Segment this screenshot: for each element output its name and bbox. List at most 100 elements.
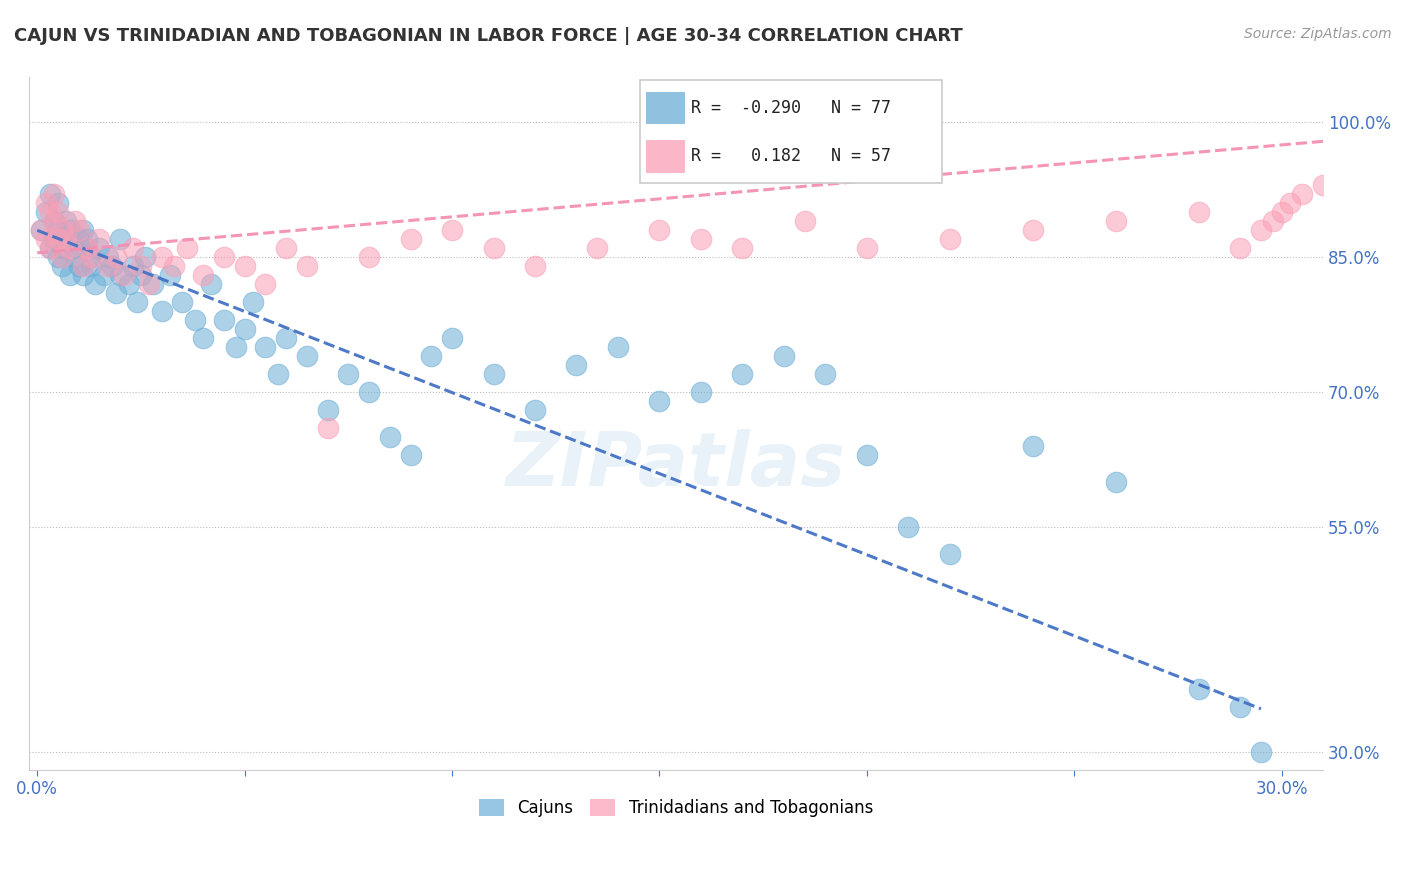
Point — [254, 277, 277, 292]
Point — [93, 268, 115, 283]
Point — [34, 232, 56, 246]
Point — [34, 205, 56, 219]
Text: ZIPatlas: ZIPatlas — [506, 429, 846, 502]
Point — [939, 232, 962, 246]
Point — [1022, 223, 1045, 237]
Point — [1188, 681, 1211, 696]
Point — [690, 232, 713, 246]
Point — [30, 223, 52, 237]
Point — [125, 295, 148, 310]
Point — [108, 232, 131, 246]
Point — [159, 268, 181, 283]
Point — [1105, 475, 1128, 490]
Point — [378, 430, 401, 444]
Point — [565, 358, 588, 372]
Point — [295, 260, 318, 274]
Point — [51, 260, 73, 274]
Point — [80, 250, 103, 264]
Point — [399, 232, 422, 246]
Point — [441, 331, 464, 345]
Point — [1105, 214, 1128, 228]
Point — [193, 268, 215, 283]
Point — [63, 250, 86, 264]
Legend: Cajuns, Trinidadians and Tobagonians: Cajuns, Trinidadians and Tobagonians — [472, 792, 880, 824]
Point — [42, 232, 65, 246]
Point — [225, 340, 247, 354]
Point — [814, 368, 837, 382]
Point — [129, 260, 152, 274]
FancyBboxPatch shape — [640, 80, 942, 183]
Point — [59, 241, 82, 255]
Point — [101, 260, 124, 274]
Bar — [645, 140, 685, 173]
Point — [67, 260, 90, 274]
Point — [1229, 241, 1251, 255]
Point — [316, 421, 339, 435]
Point — [76, 232, 98, 246]
Point — [690, 385, 713, 400]
Point — [117, 277, 139, 292]
Point — [97, 260, 120, 274]
Point — [897, 520, 920, 534]
Point — [59, 223, 82, 237]
Point — [1291, 187, 1313, 202]
Point — [84, 277, 107, 292]
Point — [482, 368, 505, 382]
Point — [72, 223, 94, 237]
Point — [337, 368, 360, 382]
Point — [193, 331, 215, 345]
Point — [55, 232, 77, 246]
Point — [150, 250, 173, 264]
Point — [1271, 205, 1294, 219]
Point — [524, 260, 547, 274]
Point — [42, 187, 65, 202]
Point — [67, 232, 90, 246]
Point — [731, 241, 754, 255]
Point — [105, 250, 128, 264]
Point — [441, 223, 464, 237]
Point — [856, 241, 879, 255]
Point — [1229, 700, 1251, 714]
Point — [67, 223, 90, 237]
Point — [55, 214, 77, 228]
Point — [212, 250, 235, 264]
Point — [793, 214, 815, 228]
Point — [420, 349, 443, 363]
Text: Source: ZipAtlas.com: Source: ZipAtlas.com — [1244, 27, 1392, 41]
Point — [42, 214, 65, 228]
Point — [586, 241, 609, 255]
Point — [295, 349, 318, 363]
Point — [399, 448, 422, 462]
Point — [30, 223, 52, 237]
Point — [51, 223, 73, 237]
Point — [63, 241, 86, 255]
Point — [142, 277, 165, 292]
Point — [38, 241, 60, 255]
Point — [359, 250, 381, 264]
Point — [46, 223, 69, 237]
Point — [72, 268, 94, 283]
Point — [80, 260, 103, 274]
Point — [129, 268, 152, 283]
Point — [1250, 745, 1272, 759]
Point — [46, 205, 69, 219]
Point — [108, 268, 131, 283]
Point — [150, 304, 173, 318]
Point — [121, 241, 143, 255]
Point — [121, 260, 143, 274]
Point — [176, 241, 198, 255]
Point — [55, 232, 77, 246]
Point — [1312, 178, 1334, 193]
Point — [276, 241, 298, 255]
Text: R =   0.182   N = 57: R = 0.182 N = 57 — [692, 147, 891, 165]
Point — [46, 250, 69, 264]
Point — [359, 385, 381, 400]
Point — [89, 232, 111, 246]
Point — [1188, 205, 1211, 219]
Point — [38, 241, 60, 255]
Point — [59, 268, 82, 283]
Point — [276, 331, 298, 345]
Point — [72, 260, 94, 274]
Point — [242, 295, 264, 310]
Point — [134, 250, 156, 264]
